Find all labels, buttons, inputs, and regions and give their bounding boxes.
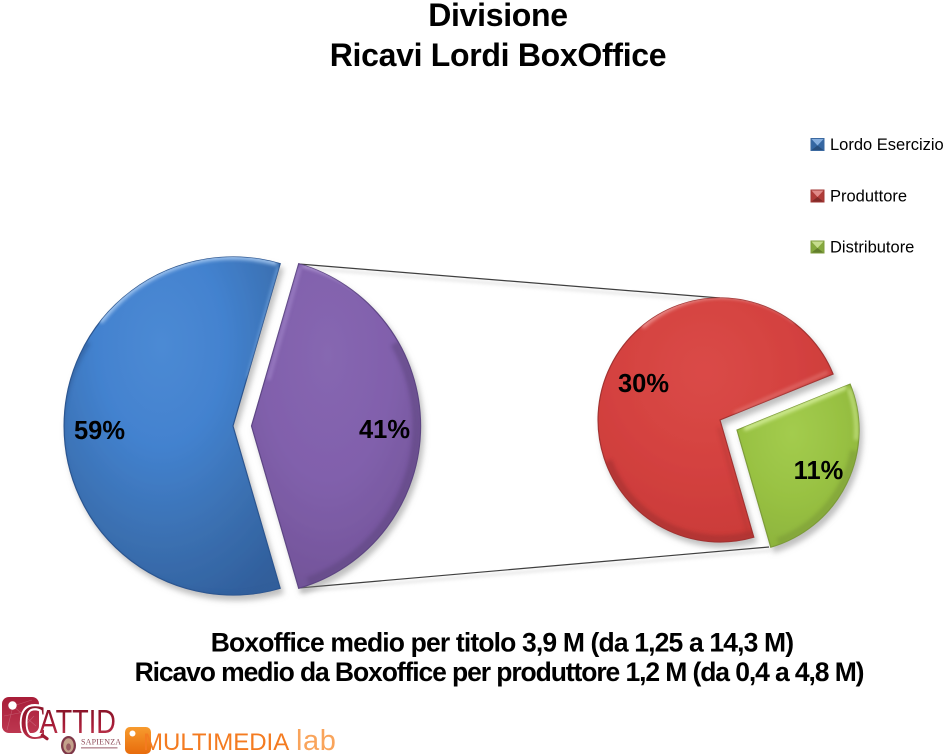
svg-text:Distributore: Distributore (830, 239, 914, 257)
svg-text:Divisione: Divisione (428, 0, 568, 33)
svg-text:Produttore: Produttore (830, 188, 907, 206)
svg-text:Ricavi Lordi BoxOffice: Ricavi Lordi BoxOffice (330, 37, 667, 73)
svg-text:lab: lab (296, 725, 337, 754)
svg-text:ATTID: ATTID (40, 703, 116, 740)
svg-text:Boxoffice medio per titolo 3,9: Boxoffice medio per titolo 3,9 M (da 1,2… (211, 628, 794, 658)
svg-text:MULTIMEDIA: MULTIMEDIA (143, 729, 289, 754)
svg-text:41%: 41% (359, 416, 410, 444)
svg-text:59%: 59% (74, 417, 125, 445)
svg-text:11%: 11% (794, 457, 844, 485)
svg-text:30%: 30% (618, 370, 669, 398)
svg-text:C: C (20, 694, 46, 749)
svg-text:Lordo Esercizio: Lordo Esercizio (830, 136, 944, 154)
svg-text:Ricavo medio da Boxoffice per: Ricavo medio da Boxoffice per produttore… (135, 657, 864, 687)
svg-text:SAPIENZA: SAPIENZA (81, 738, 121, 747)
